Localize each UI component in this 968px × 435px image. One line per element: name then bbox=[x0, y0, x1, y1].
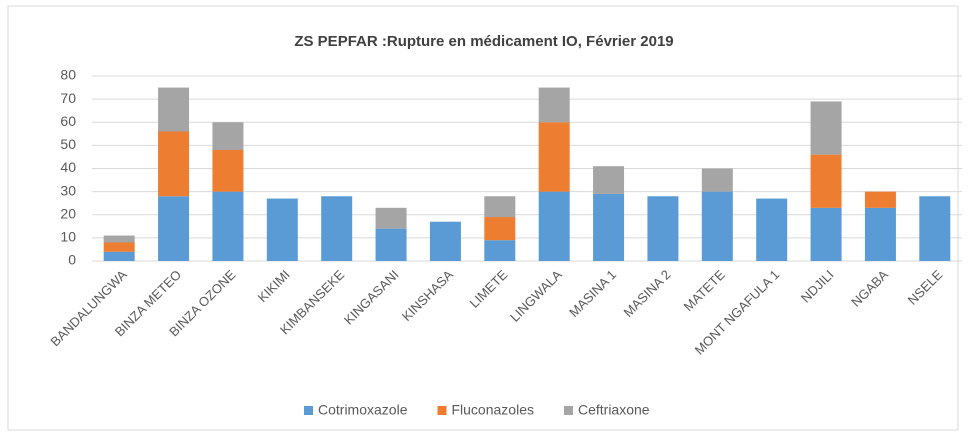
bar-segment bbox=[212, 122, 244, 150]
bar-segment bbox=[810, 207, 842, 261]
y-tick-label: 30 bbox=[60, 182, 76, 198]
legend-label: Cotrimoxazole bbox=[318, 402, 408, 418]
bar-segment bbox=[919, 196, 951, 261]
bar-segment bbox=[484, 217, 516, 241]
bar-segment bbox=[212, 191, 244, 261]
y-tick-label: 70 bbox=[60, 90, 76, 106]
bar-segment bbox=[538, 122, 570, 192]
bar-segment bbox=[810, 154, 842, 208]
y-tick-label: 80 bbox=[60, 67, 76, 83]
bar-segment bbox=[375, 228, 407, 261]
bar-segment bbox=[810, 101, 842, 155]
bar-segment bbox=[321, 196, 353, 261]
legend-swatch bbox=[304, 406, 313, 415]
bar-segment bbox=[864, 191, 896, 208]
bar-segment bbox=[158, 196, 190, 261]
y-tick-label: 10 bbox=[60, 229, 76, 245]
legend-swatch bbox=[437, 406, 447, 415]
bar-segment bbox=[864, 207, 896, 261]
legend-label: Fluconazoles bbox=[451, 402, 534, 418]
y-tick-label: 50 bbox=[60, 136, 76, 152]
bar-segment bbox=[158, 87, 190, 132]
bar-segment bbox=[593, 166, 625, 194]
bar-segment bbox=[538, 191, 570, 261]
bar-segment bbox=[103, 235, 135, 243]
bar-segment bbox=[538, 87, 570, 123]
bar-segment bbox=[593, 193, 625, 261]
y-tick-label: 40 bbox=[60, 159, 76, 175]
bar-segment bbox=[647, 196, 679, 261]
bar-segment bbox=[375, 207, 407, 229]
bar-segment bbox=[103, 242, 135, 252]
y-tick-label: 60 bbox=[60, 113, 76, 129]
bar-segment bbox=[484, 240, 516, 261]
bar-segment bbox=[103, 251, 135, 261]
bar-segment bbox=[756, 198, 788, 261]
bar-segment bbox=[484, 196, 516, 218]
y-tick-label: 0 bbox=[68, 252, 76, 268]
bar-segment bbox=[701, 168, 733, 192]
chart-title: ZS PEPFAR :Rupture en médicament IO, Fév… bbox=[294, 33, 673, 50]
bar-segment bbox=[429, 221, 461, 261]
y-tick-label: 20 bbox=[60, 205, 76, 221]
bar-segment bbox=[701, 191, 733, 261]
bar-segment bbox=[212, 150, 244, 192]
bar-segment bbox=[266, 198, 298, 261]
bar-segment bbox=[158, 131, 190, 197]
legend-label: Ceftriaxone bbox=[578, 402, 650, 418]
legend-swatch bbox=[563, 406, 573, 415]
